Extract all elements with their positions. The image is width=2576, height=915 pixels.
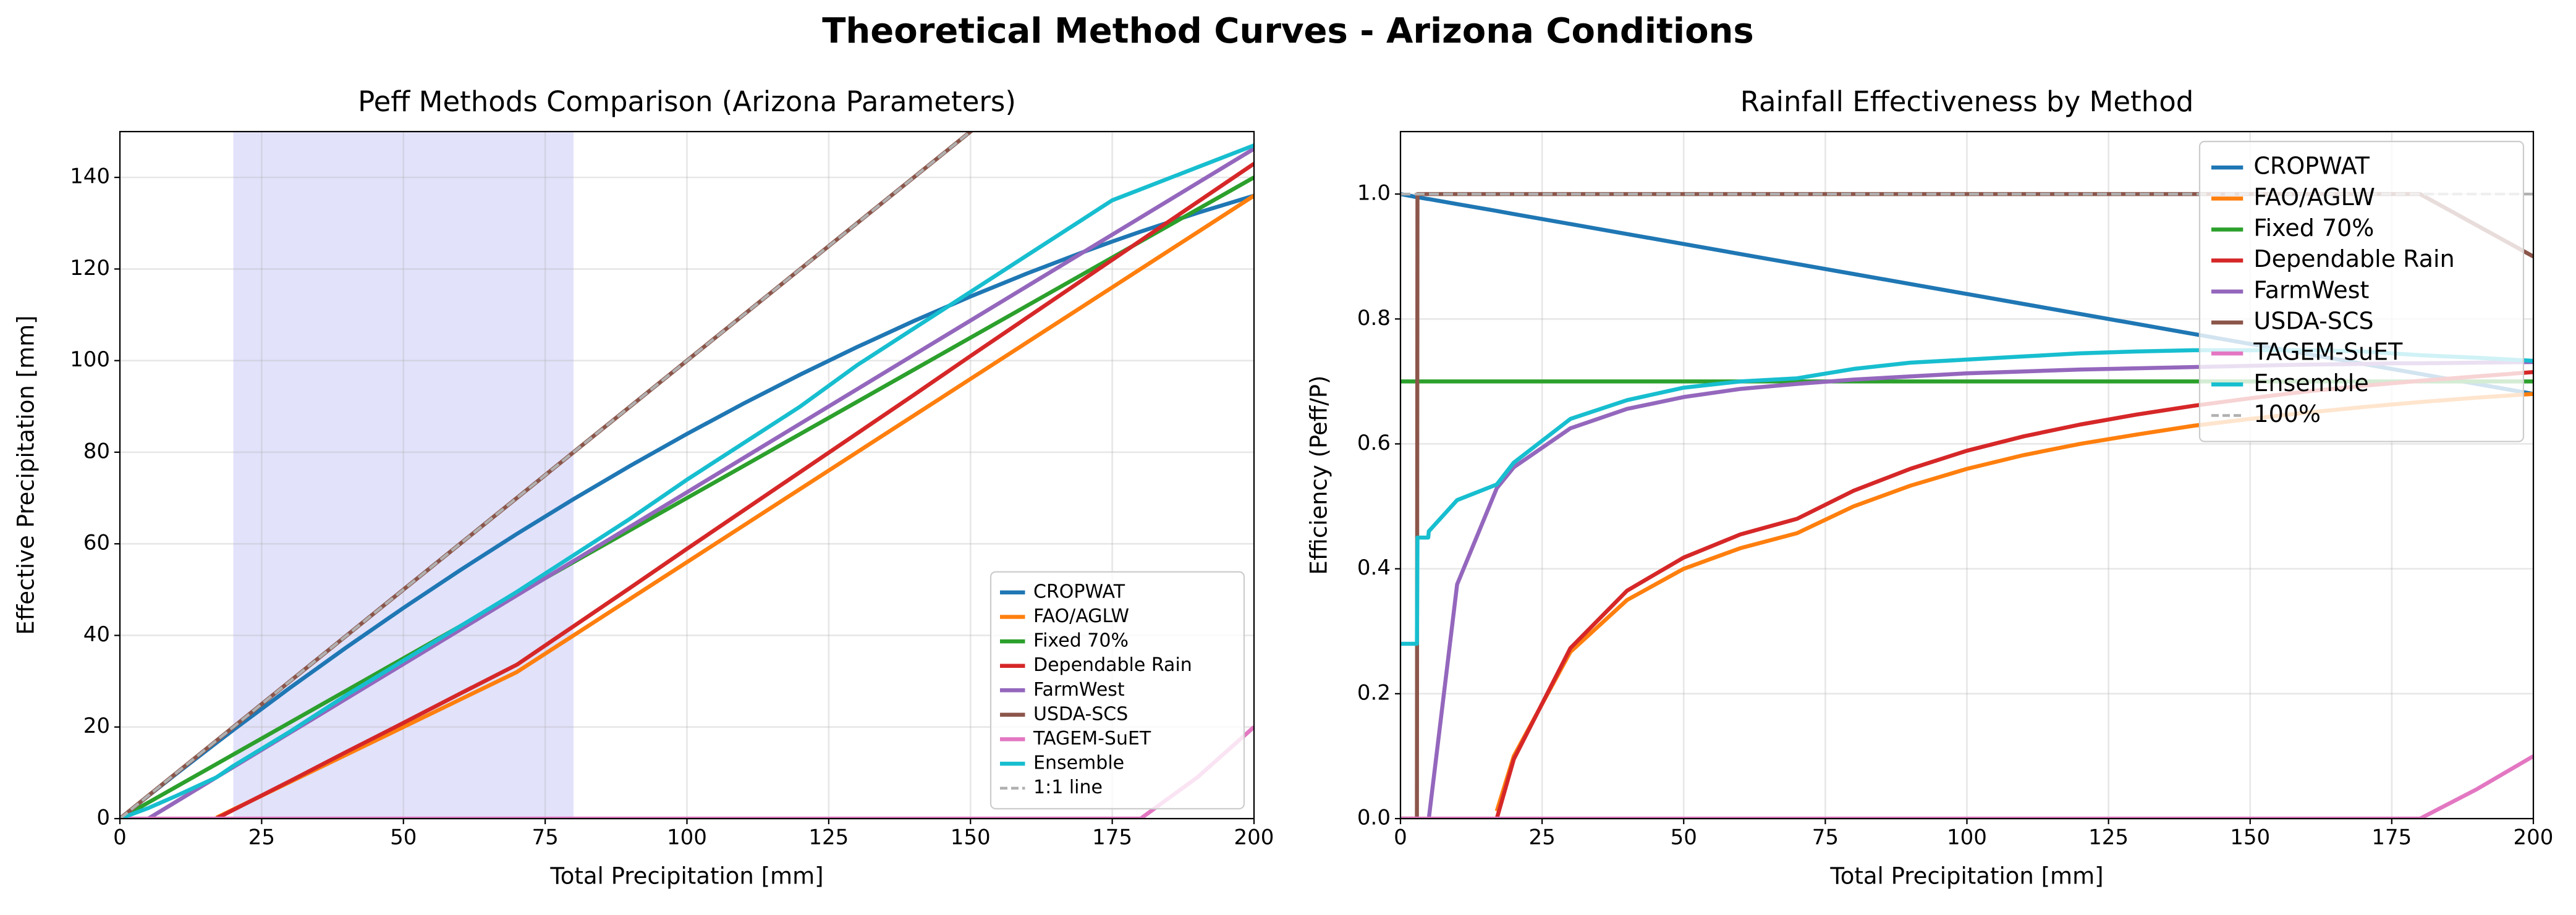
series-line xyxy=(215,162,1254,819)
legend-label: TAGEM-SuET xyxy=(2253,339,2403,366)
legend-label: Dependable Rain xyxy=(2253,245,2454,272)
y-tick-label: 20 xyxy=(83,714,110,738)
x-tick-label: 175 xyxy=(2371,825,2412,850)
legend-label: Fixed 70% xyxy=(2253,214,2374,242)
x-tick-label: 125 xyxy=(808,825,849,850)
axes-frame xyxy=(1399,130,2535,820)
y-axis-label: Efficiency (Peff/P) xyxy=(1306,376,1332,575)
legend-label: FarmWest xyxy=(1033,679,1125,701)
y-tick-label: 120 xyxy=(70,256,110,280)
axes-frame xyxy=(119,130,1255,820)
subplot-title: Peff Methods Comparison (Arizona Paramet… xyxy=(358,85,1016,118)
y-axis-label: Effective Precipitation [mm] xyxy=(13,315,40,635)
legend-label: FarmWest xyxy=(2253,276,2369,303)
y-tick-label: 0.2 xyxy=(1357,680,1391,705)
x-tick-label: 100 xyxy=(667,825,707,850)
y-tick-label: 0.6 xyxy=(1357,431,1391,455)
x-tick-label: 0 xyxy=(1394,825,1407,850)
x-axis-label: Total Precipitation [mm] xyxy=(549,863,823,890)
y-tick-label: 0 xyxy=(96,806,110,830)
y-tick-label: 0.4 xyxy=(1357,555,1391,580)
x-tick-label: 175 xyxy=(1092,825,1132,850)
legend-box xyxy=(2198,140,2525,442)
legend-label: USDA-SCS xyxy=(2253,307,2373,334)
x-tick-label: 25 xyxy=(248,825,275,850)
highlight-span xyxy=(233,132,574,819)
x-tick-label: 125 xyxy=(2088,825,2129,850)
series-line xyxy=(120,143,1254,819)
subplot-title: Rainfall Effectiveness by Method xyxy=(1740,85,2194,118)
x-tick-label: 150 xyxy=(951,825,991,850)
legend-label: Ensemble xyxy=(1033,753,1124,774)
series-line xyxy=(215,194,1254,819)
y-tick-label: 40 xyxy=(83,622,110,647)
y-tick-label: 140 xyxy=(70,164,110,189)
x-tick-label: 200 xyxy=(2514,825,2554,850)
x-tick-label: 200 xyxy=(1234,825,1274,850)
y-tick-label: 60 xyxy=(83,531,110,555)
y-tick-label: 80 xyxy=(83,439,110,463)
legend-label: Ensemble xyxy=(2253,369,2368,397)
y-tick-label: 0.8 xyxy=(1357,306,1391,331)
x-tick-label: 50 xyxy=(1671,825,1697,850)
x-tick-label: 75 xyxy=(532,825,558,850)
legend-label: TAGEM-SuET xyxy=(1033,728,1151,749)
y-tick-label: 100 xyxy=(70,347,110,372)
legend-label: CROPWAT xyxy=(2253,153,2370,180)
legend-label: FAO/AGLW xyxy=(1033,605,1129,627)
x-tick-label: 0 xyxy=(113,825,127,850)
x-tick-label: 50 xyxy=(390,825,417,850)
legend-label: 1:1 line xyxy=(1033,777,1103,798)
legend-label: CROPWAT xyxy=(1033,581,1125,602)
figure-title: Theoretical Method Curves - Arizona Cond… xyxy=(822,11,1754,51)
x-tick-label: 100 xyxy=(1947,825,1987,850)
x-tick-label: 75 xyxy=(1812,825,1839,850)
legend-label: 100% xyxy=(2253,400,2321,428)
y-tick-label: 1.0 xyxy=(1357,181,1391,206)
y-tick-label: 0.0 xyxy=(1357,806,1391,830)
legend-box xyxy=(989,571,1245,810)
x-tick-label: 25 xyxy=(1528,825,1555,850)
legend-label: Dependable Rain xyxy=(1033,654,1192,676)
series-line xyxy=(120,175,1254,819)
x-axis-label: Total Precipitation [mm] xyxy=(1829,863,2103,890)
legend-label: USDA-SCS xyxy=(1033,703,1128,725)
legend-label: FAO/AGLW xyxy=(2253,183,2375,211)
series-line xyxy=(120,132,973,819)
x-tick-label: 150 xyxy=(2230,825,2270,850)
legend-label: Fixed 70% xyxy=(1033,630,1129,652)
